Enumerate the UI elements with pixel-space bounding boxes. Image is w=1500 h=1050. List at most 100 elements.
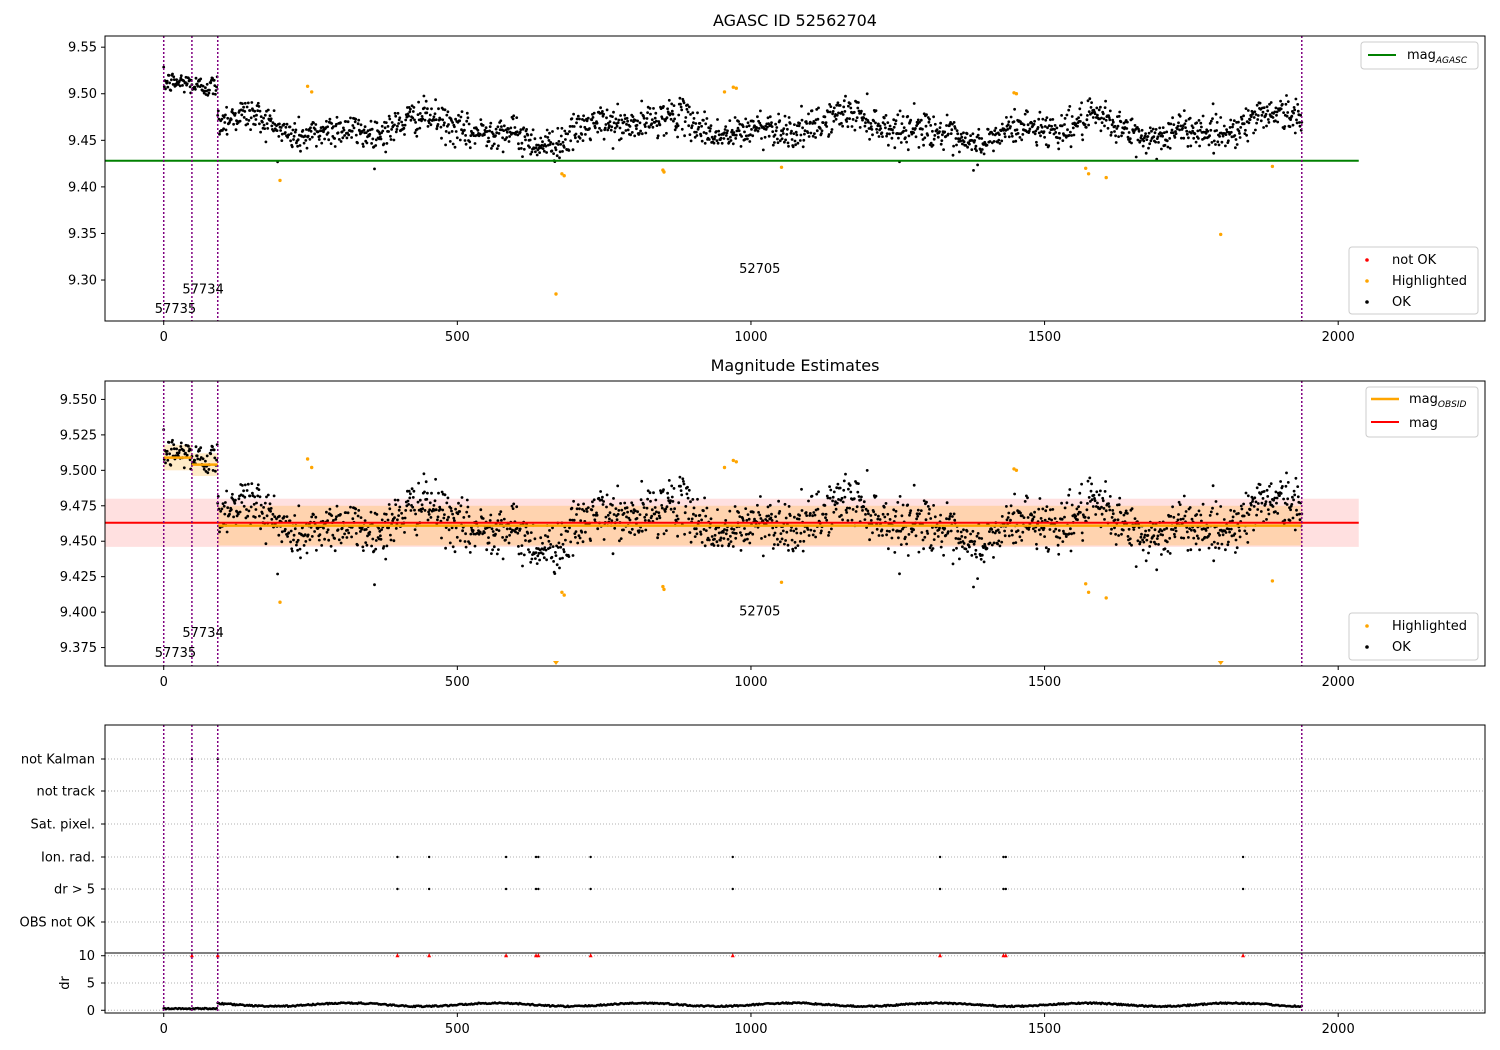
ok-point [997,138,1001,142]
ok-point [1182,494,1186,498]
ok-point [783,114,787,118]
ok-point [643,519,647,522]
ok-point [1019,511,1022,515]
ok-point [727,140,731,144]
ok-point [413,118,416,122]
ok-point [356,514,360,518]
ok-point [1090,101,1093,104]
ok-point [544,144,548,148]
ok-point [393,123,396,127]
ok-point [568,130,571,133]
ok-point [651,125,655,129]
ok-point [884,126,887,130]
ok-point [464,142,468,146]
ok-point [1080,101,1083,105]
ok-point [1044,509,1048,513]
ok-point [636,510,639,514]
ok-point [878,124,882,128]
flag-point [1002,887,1005,891]
ok-point [774,515,777,518]
ok-point [409,509,413,512]
ok-point [704,514,708,518]
ok-point [1197,137,1200,140]
ok-point [662,134,666,137]
ok-point [471,131,475,135]
ok-point [837,111,840,115]
ok-point [501,557,505,561]
ok-point [329,544,333,548]
ok-point [1092,493,1096,497]
flag-point [396,855,399,859]
ok-point [352,126,356,130]
highlighted-point [1219,232,1223,237]
ok-point [949,121,952,124]
ok-point [437,107,440,111]
ok-point [238,119,242,123]
ok-point [171,438,174,442]
ok-point [902,126,906,129]
x-tick-label: 0 [160,330,168,345]
ok-point [309,126,312,130]
ok-point [738,515,742,518]
ok-point [367,533,371,536]
point-legend: not OK Highlighted OK [1348,246,1479,315]
ok-point [622,120,626,124]
ok-point [1048,131,1052,135]
ok-point [1171,528,1175,531]
ok-point [528,146,531,149]
ok-point [748,140,752,143]
ok-point [645,513,648,517]
ok-point [170,447,173,451]
ok-point [1158,126,1162,130]
ok-point [1180,536,1183,540]
ok-point [771,143,775,147]
ok-point [289,540,292,544]
ok-point [976,532,980,535]
ok-point [447,123,450,126]
ok-point [675,514,679,518]
ok-point [1128,537,1132,541]
ok-point [759,517,763,520]
ok-point [648,491,652,495]
ok-point [460,496,464,499]
ok-point [1014,139,1018,143]
ok-point [724,519,728,522]
ok-point [970,139,974,142]
ok-point [1275,496,1279,500]
ok-point [1208,134,1211,138]
ok-point [970,554,974,557]
ok-point [214,92,217,96]
ok-point [441,508,445,512]
ok-point [571,148,575,152]
ok-point [278,514,281,518]
ok-point [515,116,519,119]
ok-point [983,542,987,546]
ok-point [775,126,779,129]
ok-point [1212,151,1216,155]
ok-point [458,539,462,543]
ok-point [1264,500,1268,503]
ok-point [471,529,475,532]
ok-point [992,149,995,153]
ok-point [525,127,528,131]
ok-point [1267,512,1271,516]
ok-point [1042,526,1046,530]
ok-point [814,535,817,539]
ok-point [1053,517,1057,520]
ok-point [1293,528,1297,532]
ok-point [552,560,555,563]
ok-point [436,518,439,522]
ok-point [223,512,227,516]
ok-point [841,124,844,128]
x-tick-label: 500 [445,675,470,690]
ok-point [946,132,950,136]
ok-point [1062,529,1065,533]
ok-point [658,123,662,127]
ok-point [648,107,652,110]
ok-point [777,499,780,503]
ok-point [1018,535,1022,539]
ok-point [537,146,541,150]
ok-point [1166,145,1170,149]
ok-point [232,122,236,126]
